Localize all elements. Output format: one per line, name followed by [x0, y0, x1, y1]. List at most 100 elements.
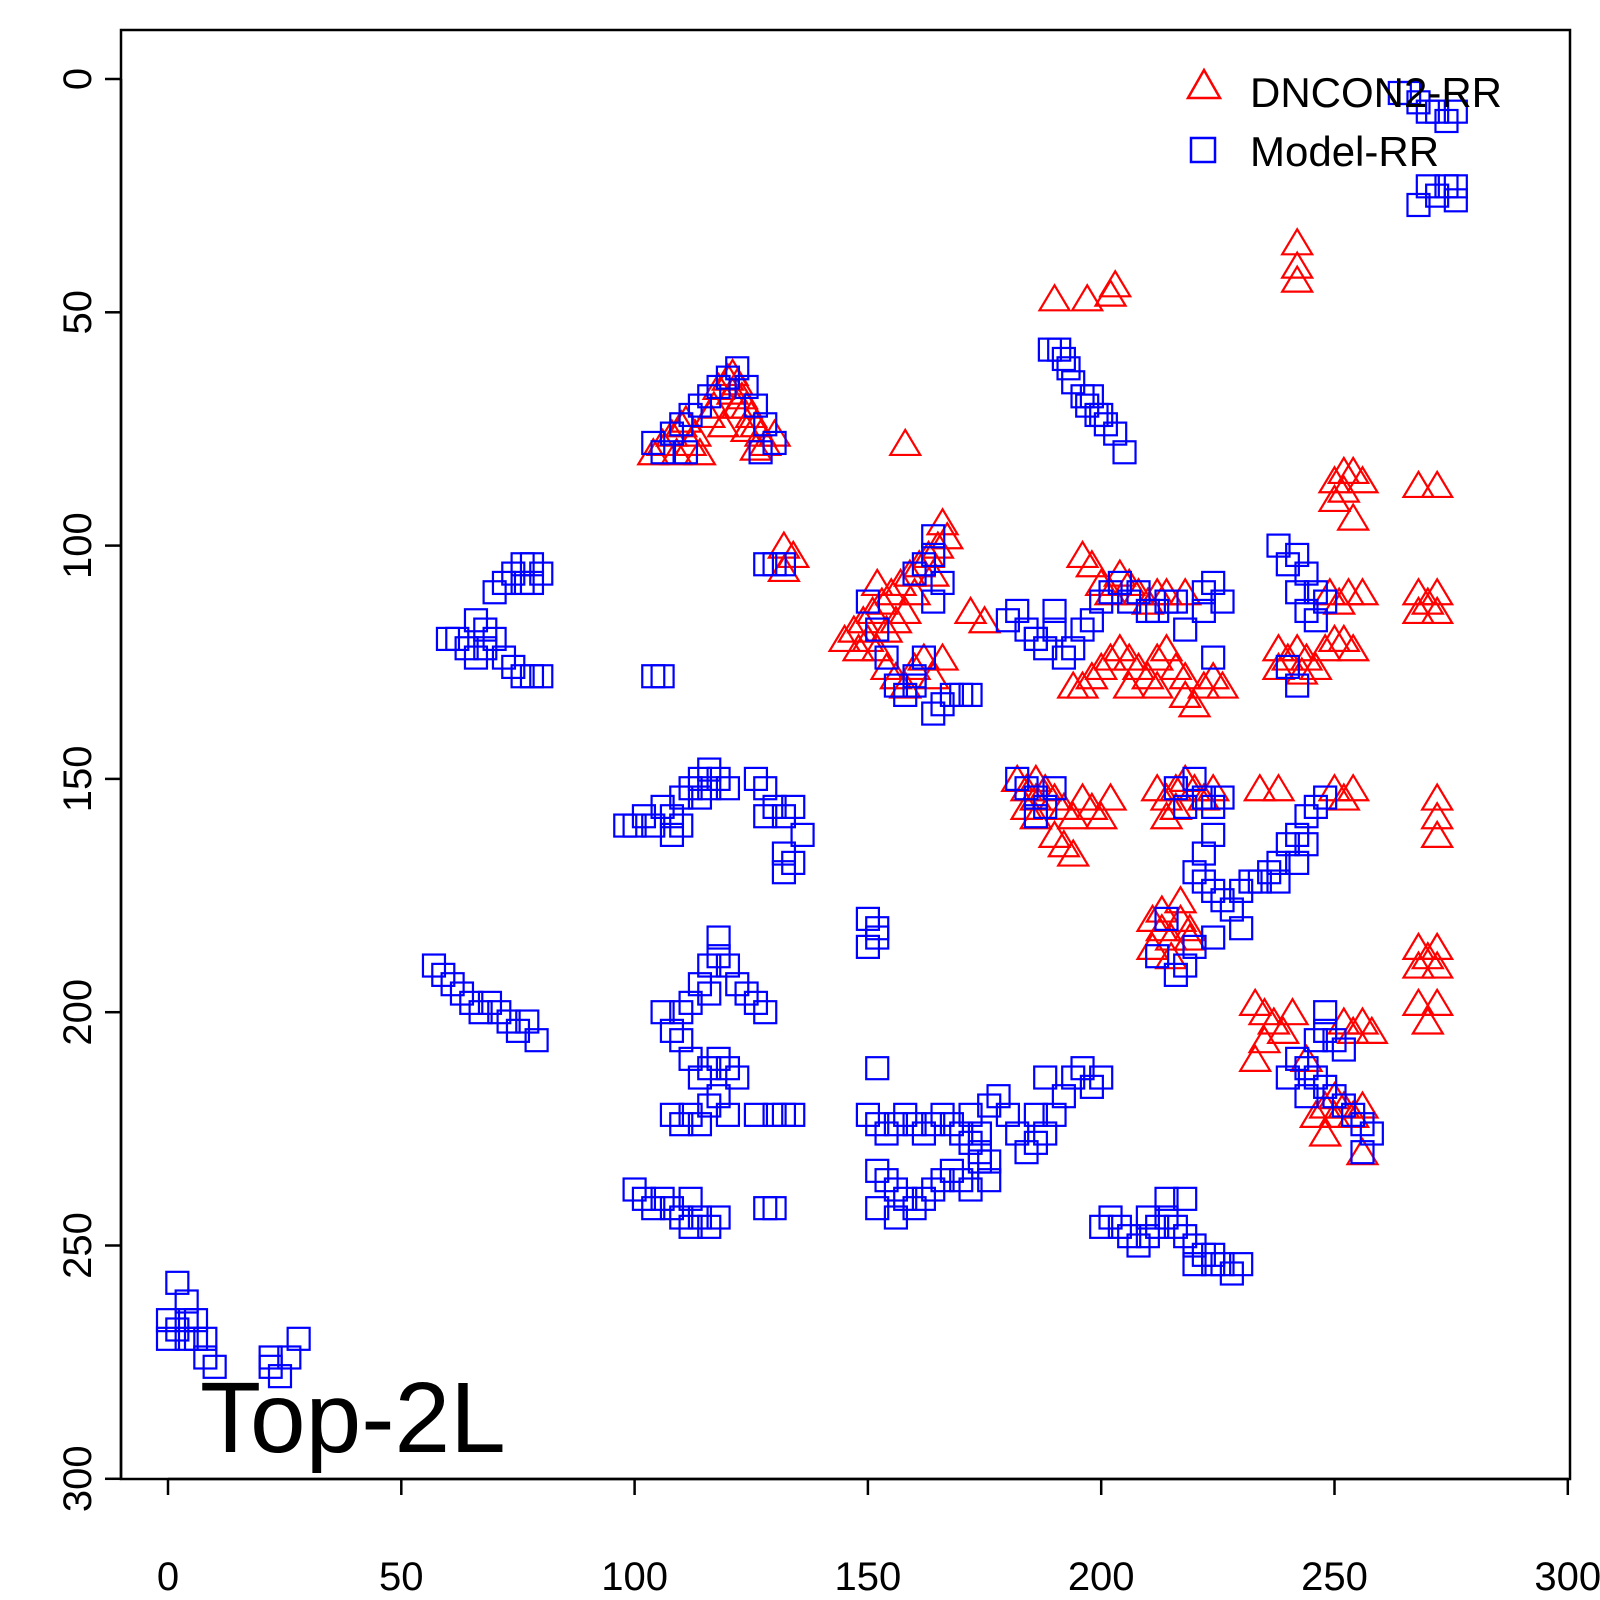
dncon2-rr-point	[1420, 801, 1455, 830]
model-rr-point	[1126, 580, 1151, 605]
model-rr-point	[865, 1112, 890, 1137]
dncon2-rr-point	[1093, 278, 1128, 307]
model-rr-point	[930, 692, 955, 717]
model-rr-point	[921, 589, 946, 614]
model-rr-point	[1051, 1084, 1076, 1109]
model-rr-point	[1061, 636, 1086, 661]
dncon2-rr-point	[1280, 264, 1315, 293]
model-rr-point	[715, 365, 741, 390]
model-rr-point	[902, 1112, 927, 1137]
model-rr-point	[449, 981, 475, 1006]
dncon2-rr-point	[827, 623, 862, 653]
dncon2-rr-point	[1242, 773, 1277, 802]
model-rr-point	[1173, 1224, 1198, 1249]
model-rr-point	[715, 1102, 741, 1127]
model-rr-point	[725, 356, 750, 381]
model-rr-point	[883, 1177, 908, 1202]
model-rr-point	[687, 1205, 713, 1230]
dncon2-rr-point	[1074, 661, 1109, 690]
model-rr-point	[669, 785, 694, 810]
dncon2-rr-point	[696, 390, 731, 419]
model-rr-point	[1285, 850, 1310, 875]
model-rr-point	[939, 1112, 964, 1137]
model-rr-point	[678, 776, 703, 801]
model-rr-point	[1182, 934, 1207, 959]
model-rr-point	[669, 1112, 694, 1137]
model-rr-point	[515, 1009, 540, 1034]
dncon2-rr-point	[1298, 651, 1333, 681]
model-rr-point	[715, 1056, 741, 1081]
model-rr-point	[1359, 1121, 1384, 1146]
y-tick-label: 150	[56, 746, 100, 813]
model-rr-point	[1014, 617, 1039, 642]
model-rr-point	[473, 636, 498, 661]
dncon2-rr-point	[1112, 670, 1147, 699]
model-rr-point	[1023, 804, 1048, 829]
model-rr-point	[697, 757, 722, 782]
model-rr-point	[650, 1186, 675, 1211]
model-rr-point	[631, 804, 657, 829]
model-rr-point	[669, 1028, 694, 1053]
model-rr-point	[706, 766, 731, 792]
model-rr-point	[1303, 608, 1328, 633]
model-rr-point	[286, 1326, 311, 1351]
model-rr-point	[1313, 589, 1338, 614]
model-rr-point	[678, 1186, 703, 1211]
model-rr-point	[697, 981, 722, 1006]
y-tick-label: 100	[56, 512, 100, 579]
model-rr-point	[1191, 785, 1216, 810]
model-rr-point	[445, 626, 470, 652]
chart-annotation: Top-2L	[200, 1362, 506, 1474]
model-rr-point	[1201, 822, 1226, 847]
dncon2-rr-point	[1317, 483, 1352, 513]
model-rr-point	[1014, 1140, 1039, 1165]
dncon2-rr-point	[1420, 987, 1455, 1016]
dncon2-rr-point	[1084, 651, 1119, 681]
dncon2-rr-point	[1280, 250, 1315, 279]
model-rr-point	[421, 953, 447, 978]
x-tick-label: 100	[601, 1555, 668, 1599]
model-rr-point	[165, 1317, 190, 1342]
model-rr-point	[706, 1084, 731, 1109]
dncon2-rr-point	[888, 427, 923, 457]
model-rr-point	[1005, 766, 1030, 792]
dncon2-rr-point	[1345, 465, 1380, 494]
model-rr-point	[1257, 860, 1282, 885]
model-rr-point	[762, 794, 787, 819]
model-rr-point	[1089, 402, 1114, 428]
model-rr-point	[1313, 1074, 1338, 1099]
model-rr-point	[678, 402, 703, 428]
model-rr-point	[958, 682, 983, 708]
dncon2-rr-point	[841, 633, 876, 662]
model-rr-point	[277, 1345, 302, 1370]
model-rr-point	[650, 440, 675, 465]
model-rr-point	[505, 1018, 531, 1043]
model-rr-point	[893, 682, 918, 708]
model-rr-point	[1061, 370, 1086, 395]
dncon2-rr-point	[1326, 474, 1361, 503]
model-rr-point	[1443, 174, 1468, 199]
model-rr-point	[622, 813, 647, 838]
model-rr-point	[669, 412, 694, 437]
dncon2-rr-point	[860, 567, 895, 597]
model-rr-point	[1303, 1028, 1328, 1053]
dncon2-rr-point	[1056, 670, 1091, 699]
model-rr-point	[463, 608, 489, 633]
model-rr-point	[1042, 617, 1067, 642]
model-rr-point	[193, 1345, 218, 1370]
model-rr-point	[1247, 869, 1272, 894]
model-rr-point	[519, 552, 545, 577]
model-rr-point	[1331, 1093, 1356, 1118]
model-rr-point	[487, 1000, 512, 1025]
model-rr-point	[1201, 925, 1226, 950]
model-rr-point	[1075, 393, 1100, 418]
model-rr-point	[1093, 412, 1118, 437]
model-rr-point	[743, 990, 769, 1015]
model-rr-point	[1079, 608, 1104, 633]
model-rr-point	[678, 1102, 703, 1127]
dncon2-rr-point	[1163, 885, 1198, 914]
model-rr-point	[1033, 794, 1058, 819]
model-rr-point	[1047, 337, 1072, 362]
model-rr-point	[1005, 1121, 1030, 1146]
model-rr-point	[1070, 617, 1095, 642]
